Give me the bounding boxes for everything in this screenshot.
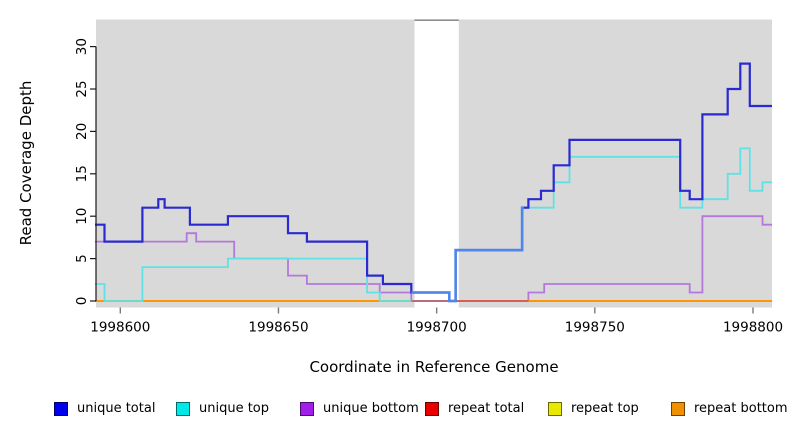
- legend-label: repeat total: [448, 401, 525, 416]
- unique-bottom-swatch-icon: [300, 402, 314, 416]
- repeat-top-swatch-icon: [548, 402, 562, 416]
- legend-label: unique top: [199, 401, 270, 416]
- legend-item-repeat-total: repeat total: [425, 401, 524, 417]
- legend-label: unique total: [77, 401, 156, 416]
- repeat-bottom-swatch-icon: [671, 402, 685, 416]
- y-tick-label: 0: [74, 297, 90, 306]
- legend-item-repeat-bottom: repeat bottom: [671, 401, 788, 417]
- y-tick-label: 10: [74, 208, 90, 225]
- legend-item-repeat-top: repeat top: [548, 401, 639, 417]
- unique-total-swatch-icon: [54, 402, 68, 416]
- series-unique-bottom: [95, 215, 772, 302]
- chart-plot-area: 0 5 10 15 20 25 30 1998600 1998650 1998700 1998750…: [74, 19, 783, 336]
- x-tick-label: 1998750: [565, 320, 625, 336]
- y-tick-label: 30: [74, 38, 90, 55]
- x-tick-label: 1998600: [90, 320, 150, 336]
- x-tick-label: 1998700: [407, 320, 467, 336]
- legend-label: repeat bottom: [694, 401, 788, 416]
- y-tick-label: 15: [74, 165, 90, 182]
- legend-item-unique-top: unique top: [176, 401, 269, 417]
- y-tick-label: 5: [74, 254, 90, 263]
- chart-legend: unique total unique top unique bottom re…: [0, 401, 792, 421]
- repeat-total-swatch-icon: [425, 402, 439, 416]
- y-tick-label: 20: [74, 123, 90, 140]
- x-axis-title: Coordinate in Reference Genome: [309, 358, 559, 376]
- series-unique-top: [95, 147, 772, 302]
- legend-item-unique-total: unique total: [54, 401, 155, 417]
- unique-top-swatch-icon: [176, 402, 190, 416]
- legend-label: unique bottom: [323, 401, 419, 416]
- y-axis-title: Read Coverage Depth: [17, 80, 35, 246]
- legend-label: repeat top: [571, 401, 639, 416]
- y-tick-label: 25: [74, 80, 90, 97]
- legend-item-unique-bottom: unique bottom: [300, 401, 419, 417]
- series-unique-total-light-segment: [411, 206, 524, 303]
- x-tick-label: 1998650: [248, 320, 308, 336]
- x-tick-label: 1998800: [723, 320, 783, 336]
- masked-region-band: [414, 19, 459, 308]
